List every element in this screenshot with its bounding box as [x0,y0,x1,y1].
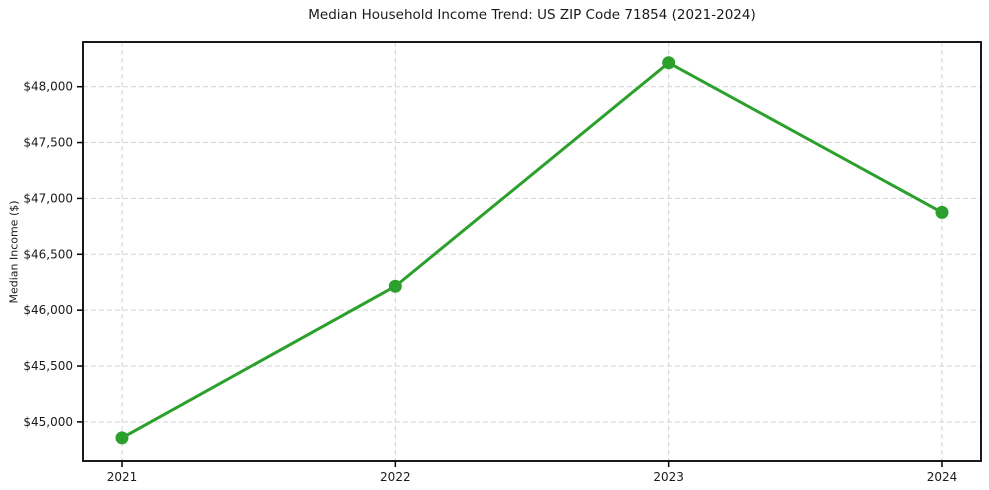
data-point-marker [388,279,402,293]
data-point-marker [115,431,129,445]
x-tick-label: 2021 [107,470,138,484]
chart-title: Median Household Income Trend: US ZIP Co… [308,7,756,23]
y-tick-label: $46,000 [23,303,73,317]
y-tick-label: $46,500 [23,247,73,261]
axis-frame [82,41,982,462]
data-point-marker [935,205,949,219]
trend-line [120,61,944,440]
x-tick-label: 2024 [927,470,958,484]
y-tick-label: $45,500 [23,359,73,373]
y-tick-label: $47,000 [23,191,73,205]
y-tick-label: $47,500 [23,136,73,150]
data-point-marker [662,56,676,70]
x-tick-label: 2023 [653,470,684,484]
x-tick-label: 2022 [380,470,411,484]
y-tick-label: $45,000 [23,415,73,429]
y-tick-label: $48,000 [23,80,73,94]
